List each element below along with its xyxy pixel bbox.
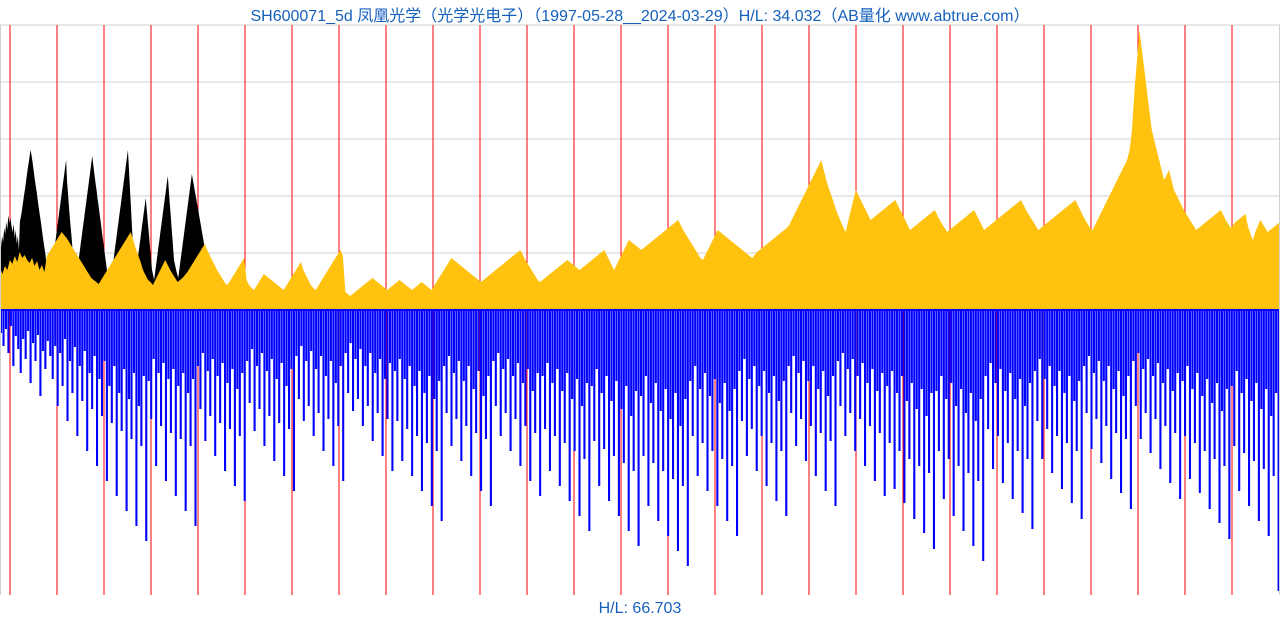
stock-chart-container: SH600071_5d 凤凰光学（光学光电子）（1997-05-28__2024… — [0, 0, 1280, 620]
chart-plot-area — [0, 0, 1280, 620]
chart-title: SH600071_5d 凤凰光学（光学光电子）（1997-05-28__2024… — [0, 2, 1280, 26]
chart-bottom-label: H/L: 66.703 — [0, 600, 1280, 618]
